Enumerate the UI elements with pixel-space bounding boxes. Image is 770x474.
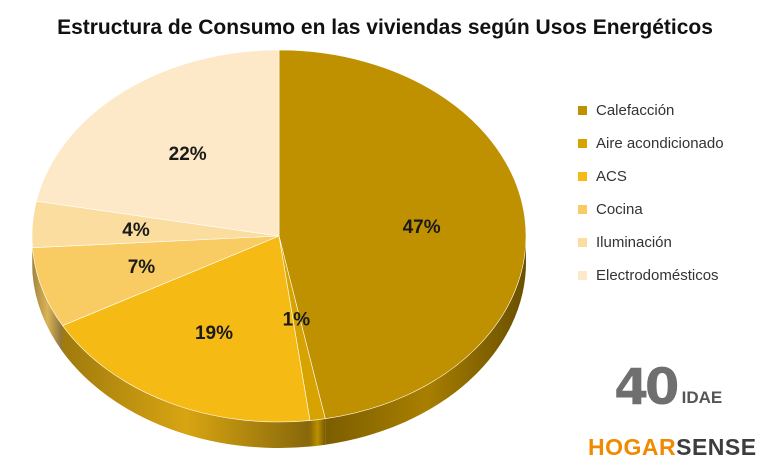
legend-swatch	[578, 172, 587, 181]
hogarsense-logo: HOGARSENSE	[588, 434, 757, 461]
data-label-acs: 19%	[195, 323, 233, 344]
legend-swatch	[578, 238, 587, 247]
legend-label: Cocina	[596, 201, 643, 218]
idae-40-logo: 40 IDAE	[614, 362, 722, 412]
legend-label: Aire acondicionado	[596, 135, 724, 152]
legend-swatch	[578, 205, 587, 214]
legend-swatch	[578, 106, 587, 115]
brand-part2: SENSE	[676, 434, 757, 460]
pie-side-shade	[325, 236, 526, 445]
legend-swatch	[578, 271, 587, 280]
pie-slices	[31, 49, 527, 423]
legend-item-acs: ACS	[578, 160, 724, 193]
pie-3d-sides	[32, 236, 526, 448]
legend-item-electrodomesticos: Electrodomésticos	[578, 259, 724, 292]
logo-number: 40	[614, 358, 680, 416]
data-label-iluminacion: 4%	[122, 220, 150, 241]
legend-label: Calefacción	[596, 102, 675, 119]
chart-legend: Calefacción Aire acondicionado ACS Cocina Il…	[578, 94, 724, 292]
legend-item-calefaccion: Calefacción	[578, 94, 724, 127]
pie-side-shade	[62, 325, 310, 448]
legend-item-aire-acondicionado: Aire acondicionado	[578, 127, 724, 160]
pie-side-shade	[32, 247, 63, 352]
pie-side-shade	[309, 418, 326, 447]
legend-label: Iluminación	[596, 234, 672, 251]
pie-slice-calefaccion	[278, 49, 527, 420]
legend-swatch	[578, 139, 587, 148]
logo-org: IDAE	[681, 388, 723, 407]
pie-slice-electrodomesticos	[36, 49, 280, 237]
legend-label: ACS	[596, 168, 627, 185]
data-label-cocina: 7%	[128, 257, 156, 278]
pie-data-labels: 47% 1% 19% 7% 4% 22%	[122, 144, 440, 344]
legend-label: Electrodomésticos	[596, 267, 719, 284]
pie-slice-cocina	[32, 235, 280, 326]
legend-item-cocina: Cocina	[578, 193, 724, 226]
data-label-calefaccion: 47%	[403, 217, 441, 238]
chart-title: Estructura de Consumo en las viviendas s…	[57, 16, 713, 39]
data-label-electrodomesticos: 22%	[169, 144, 207, 165]
brand-part1: HOGAR	[588, 434, 677, 460]
pie-slice-acs	[62, 235, 311, 423]
data-label-aire-acondicionado: 1%	[283, 310, 311, 331]
legend-item-iluminacion: Iluminación	[578, 226, 724, 259]
